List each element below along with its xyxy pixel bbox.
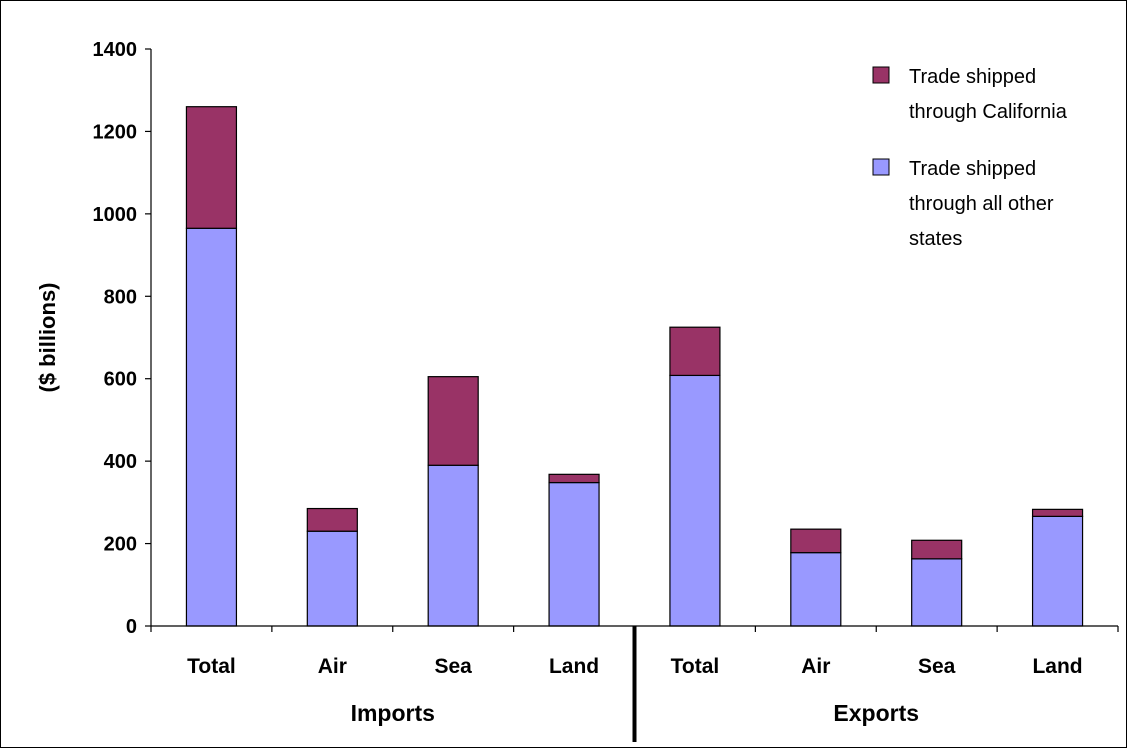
x-category-label: Land bbox=[549, 655, 599, 678]
bar-segment-other-states bbox=[1031, 515, 1084, 627]
legend-label: through California bbox=[909, 101, 1068, 123]
y-tick-label: 1200 bbox=[93, 121, 138, 143]
bar-segment-other-states bbox=[185, 227, 238, 627]
bar-segment-california bbox=[185, 106, 238, 229]
bar-segment-other-states bbox=[669, 374, 721, 627]
y-axis-title: ($ billions) bbox=[35, 283, 60, 393]
y-tick-label: 800 bbox=[104, 286, 137, 308]
legend-swatch-other-states bbox=[872, 158, 890, 176]
legend-label: Trade shipped bbox=[909, 158, 1036, 180]
x-category-label: Sea bbox=[435, 655, 473, 678]
labels-layer: 0 200 400 600 800 1000 1200 1400 Total Air Sea Land… bbox=[35, 39, 1083, 726]
bar-segment-california bbox=[427, 376, 479, 466]
bar-segment-other-states bbox=[306, 530, 358, 627]
axes-layer bbox=[145, 48, 1119, 742]
legend-label: Trade shipped bbox=[909, 66, 1036, 88]
x-category-label: Land bbox=[1032, 655, 1082, 678]
legend-label: states bbox=[909, 228, 962, 250]
bar-segment-other-states bbox=[911, 558, 963, 627]
bar-segment-other-states bbox=[427, 464, 479, 627]
y-tick-label: 1000 bbox=[93, 204, 138, 226]
legend: Trade shipped through California Trade shi… bbox=[872, 66, 1068, 250]
group-label: Imports bbox=[351, 700, 435, 726]
bar-segment-other-states bbox=[790, 552, 842, 627]
y-tick-label: 600 bbox=[104, 369, 137, 391]
y-tick-label: 0 bbox=[126, 616, 137, 638]
bars-layer bbox=[185, 106, 1084, 627]
legend-label: through all other bbox=[909, 193, 1054, 215]
y-tick-label: 1400 bbox=[93, 39, 138, 61]
y-tick-label: 400 bbox=[104, 451, 137, 473]
x-category-label: Total bbox=[671, 655, 720, 678]
bar-segment-california bbox=[669, 326, 721, 377]
x-category-label: Total bbox=[187, 655, 236, 678]
group-label: Exports bbox=[833, 700, 919, 726]
x-category-label: Sea bbox=[918, 655, 956, 678]
x-category-label: Air bbox=[801, 655, 830, 678]
bar-segment-other-states bbox=[548, 481, 600, 627]
bar-segment-california bbox=[306, 507, 358, 532]
bar-segment-california bbox=[1031, 508, 1084, 517]
x-category-label: Air bbox=[318, 655, 347, 678]
legend-swatch-california bbox=[872, 66, 890, 84]
bar-segment-california bbox=[911, 539, 963, 560]
y-tick-label: 200 bbox=[104, 534, 137, 556]
bar-segment-california bbox=[548, 473, 600, 484]
bar-segment-california bbox=[790, 528, 842, 554]
